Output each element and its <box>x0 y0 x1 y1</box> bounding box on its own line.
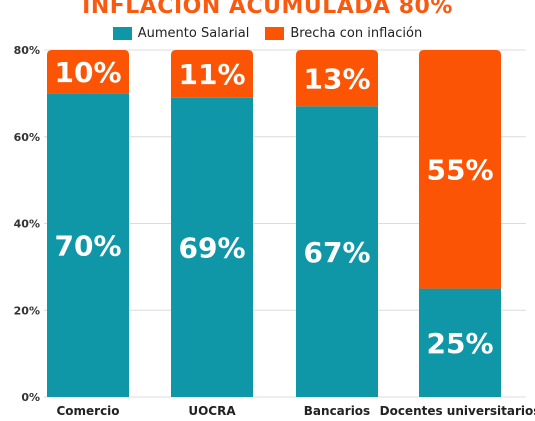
legend-item-brecha: Brecha con inflación <box>265 26 422 41</box>
data-label: 10% <box>54 56 121 89</box>
x-tick-label: Docentes universitarios <box>380 404 535 418</box>
y-tick-label: 0% <box>21 391 40 404</box>
bar-segment <box>296 50 378 107</box>
legend-label-brecha: Brecha con inflación <box>290 26 423 41</box>
data-label: 70% <box>54 229 121 262</box>
x-tick-label: Bancarios <box>304 404 370 418</box>
y-tick-label: 20% <box>14 304 40 317</box>
bar-segment <box>171 50 253 98</box>
data-label: 11% <box>178 58 245 91</box>
data-label: 69% <box>178 231 245 264</box>
legend-label-aumento: Aumento Salarial <box>137 26 250 41</box>
x-tick-label: UOCRA <box>188 404 236 418</box>
data-label: 55% <box>426 153 493 186</box>
bar-segment <box>47 93 129 397</box>
y-tick-label: 80% <box>14 44 40 57</box>
x-tick-label: Comercio <box>56 404 119 418</box>
legend-swatch-brecha <box>265 27 285 40</box>
bar-segment <box>171 97 253 398</box>
chart-title: INFLACIÓN ACUMULADA 80% <box>82 0 453 19</box>
legend-item-aumento: Aumento Salarial <box>112 26 250 41</box>
y-tick-label: 40% <box>14 218 40 231</box>
bar-segment <box>296 106 378 397</box>
bar-segment <box>47 50 129 94</box>
bar-segment <box>419 50 501 289</box>
y-tick-label: 60% <box>14 131 40 144</box>
bar-segment <box>419 288 501 397</box>
data-label: 25% <box>426 327 493 360</box>
legend: Aumento Salarial Brecha con inflación <box>0 26 535 41</box>
data-label: 67% <box>303 236 370 269</box>
legend-swatch-aumento <box>112 27 132 40</box>
data-label: 13% <box>303 62 370 95</box>
